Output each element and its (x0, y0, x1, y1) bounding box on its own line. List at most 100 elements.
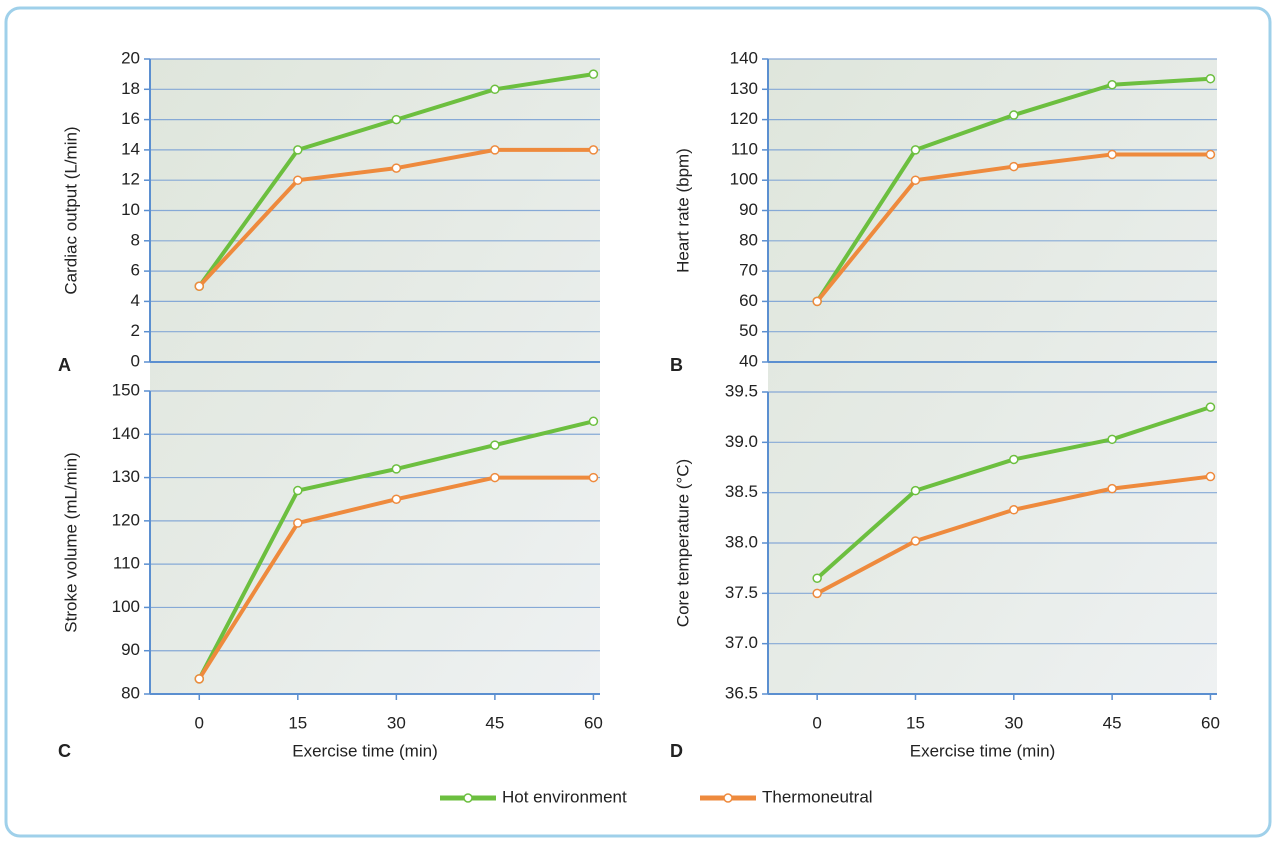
y-tick-label: 12 (121, 170, 140, 189)
data-point (391, 114, 402, 125)
panel-label: C (58, 741, 71, 761)
y-tick-label: 90 (121, 640, 140, 659)
data-point (293, 485, 303, 496)
legend-label: Hot environment (502, 787, 627, 806)
data-point (391, 494, 402, 504)
x-tick-label: 15 (288, 713, 307, 732)
y-tick-label: 2 (131, 321, 140, 340)
y-tick-label: 90 (739, 200, 758, 219)
data-point (910, 145, 921, 155)
x-tick-label: 30 (1004, 713, 1023, 732)
y-tick-label: 80 (739, 230, 758, 249)
y-tick-label: 120 (730, 109, 758, 128)
y-tick-label: 38.5 (725, 482, 758, 501)
y-tick-label: 110 (113, 554, 140, 573)
y-tick-label: 60 (739, 291, 758, 310)
y-tick-label: 140 (112, 424, 140, 443)
data-point (1009, 505, 1019, 515)
x-tick-label: 15 (906, 713, 925, 732)
data-point (1107, 434, 1117, 445)
data-point (1107, 80, 1117, 90)
data-point (812, 296, 822, 307)
legend-label: Thermoneutral (762, 787, 873, 806)
data-point (1009, 454, 1019, 465)
y-tick-label: 8 (131, 230, 140, 249)
y-tick-label: 37.0 (725, 633, 758, 652)
panel-label: D (670, 741, 683, 761)
x-tick-label: 45 (485, 713, 504, 732)
x-tick-label: 30 (387, 713, 406, 732)
y-tick-label: 0 (131, 351, 140, 370)
y-tick-label: 14 (121, 139, 140, 158)
data-point (1205, 402, 1216, 412)
photo-right (768, 59, 1217, 694)
x-tick-label: 45 (1103, 713, 1122, 732)
y-tick-label: 50 (739, 321, 758, 340)
y-tick-label: 4 (131, 291, 140, 310)
data-point (812, 588, 822, 599)
data-point (588, 145, 599, 155)
data-point (490, 84, 500, 95)
data-point (490, 472, 500, 483)
legend-marker (463, 793, 473, 803)
y-tick-label: 6 (131, 261, 140, 280)
y-tick-label: 130 (730, 79, 758, 98)
y-tick-label: 100 (730, 170, 758, 189)
y-tick-label: 150 (112, 380, 140, 399)
data-point (1009, 110, 1019, 120)
y-tick-label: 39.0 (725, 432, 758, 451)
x-tick-label: 60 (1201, 713, 1220, 732)
data-point (293, 145, 303, 155)
y-tick-label: 80 (121, 683, 140, 702)
data-point (194, 281, 205, 291)
panel-label: B (670, 355, 683, 375)
data-point (1205, 471, 1216, 482)
data-point (1205, 73, 1216, 84)
y-axis-label: Core temperature (°C) (673, 459, 692, 627)
y-tick-label: 38.0 (725, 532, 758, 551)
y-axis-label: Stroke volume (mL/min) (61, 452, 80, 632)
x-tick-label: 0 (812, 713, 821, 732)
data-point (490, 440, 500, 450)
y-tick-label: 18 (121, 79, 140, 98)
data-point (812, 573, 822, 583)
data-point (391, 464, 402, 474)
data-point (490, 145, 500, 155)
data-point (194, 674, 205, 684)
x-axis-label: Exercise time (min) (910, 741, 1055, 760)
y-tick-label: 120 (112, 510, 140, 529)
y-tick-label: 10 (121, 200, 140, 219)
y-tick-label: 70 (739, 261, 758, 280)
data-point (1205, 149, 1216, 160)
data-point (293, 518, 303, 528)
data-point (391, 163, 402, 173)
x-tick-label: 0 (195, 713, 204, 732)
data-point (588, 472, 599, 483)
y-tick-label: 140 (730, 48, 758, 67)
data-point (1107, 483, 1117, 494)
data-point (1107, 149, 1117, 160)
data-point (588, 69, 599, 79)
y-axis-label: Cardiac output (L/min) (61, 126, 80, 294)
data-point (910, 536, 921, 546)
data-point (1009, 161, 1019, 172)
y-tick-label: 110 (731, 139, 758, 158)
y-tick-label: 37.5 (725, 583, 758, 602)
panel-label: A (58, 355, 71, 375)
x-axis-label: Exercise time (min) (292, 741, 437, 760)
y-tick-label: 100 (112, 597, 140, 616)
data-point (910, 175, 921, 185)
data-point (588, 416, 599, 427)
y-tick-label: 16 (121, 109, 140, 128)
photo-left (150, 59, 600, 694)
data-point (293, 175, 303, 185)
legend-marker (723, 793, 733, 803)
y-tick-label: 40 (739, 351, 758, 370)
y-axis-label: Heart rate (bpm) (673, 148, 692, 273)
x-tick-label: 60 (584, 713, 603, 732)
y-tick-label: 130 (112, 467, 140, 486)
data-point (910, 485, 921, 496)
y-tick-label: 39.5 (725, 381, 758, 400)
